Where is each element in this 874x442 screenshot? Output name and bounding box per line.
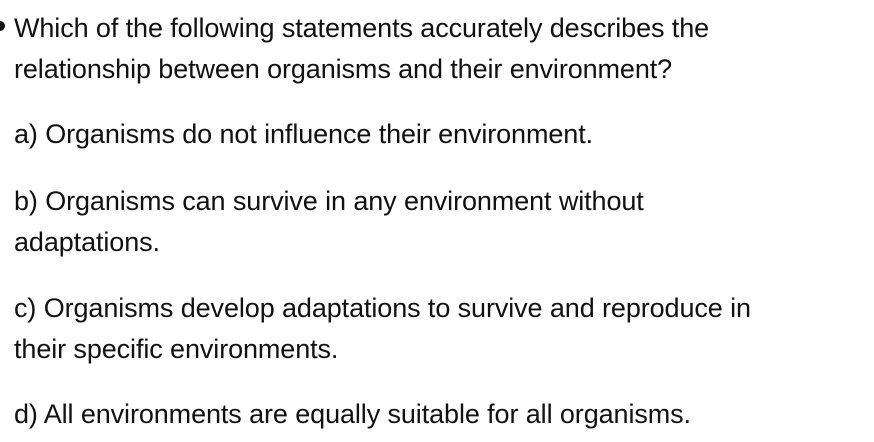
option-line: adaptations.	[14, 227, 160, 257]
option-line: their specific environments.	[14, 334, 339, 364]
option-b: b) Organisms can survive in any environm…	[14, 181, 864, 263]
option-a: a) Organisms do not influence their envi…	[14, 114, 864, 155]
option-line: d) All environments are equally suitable…	[14, 399, 691, 429]
question-line: relationship between organisms and their…	[14, 54, 673, 84]
question-text: Which of the following statements accura…	[14, 8, 864, 90]
option-line: b) Organisms can survive in any environm…	[14, 186, 644, 216]
option-d: d) All environments are equally suitable…	[14, 394, 864, 435]
option-c: c) Organisms develop adaptations to surv…	[14, 288, 864, 370]
option-line: c) Organisms develop adaptations to surv…	[14, 293, 751, 323]
bullet-icon	[0, 21, 5, 31]
question-line: Which of the following statements accura…	[14, 13, 710, 43]
option-line: a) Organisms do not influence their envi…	[14, 119, 593, 149]
